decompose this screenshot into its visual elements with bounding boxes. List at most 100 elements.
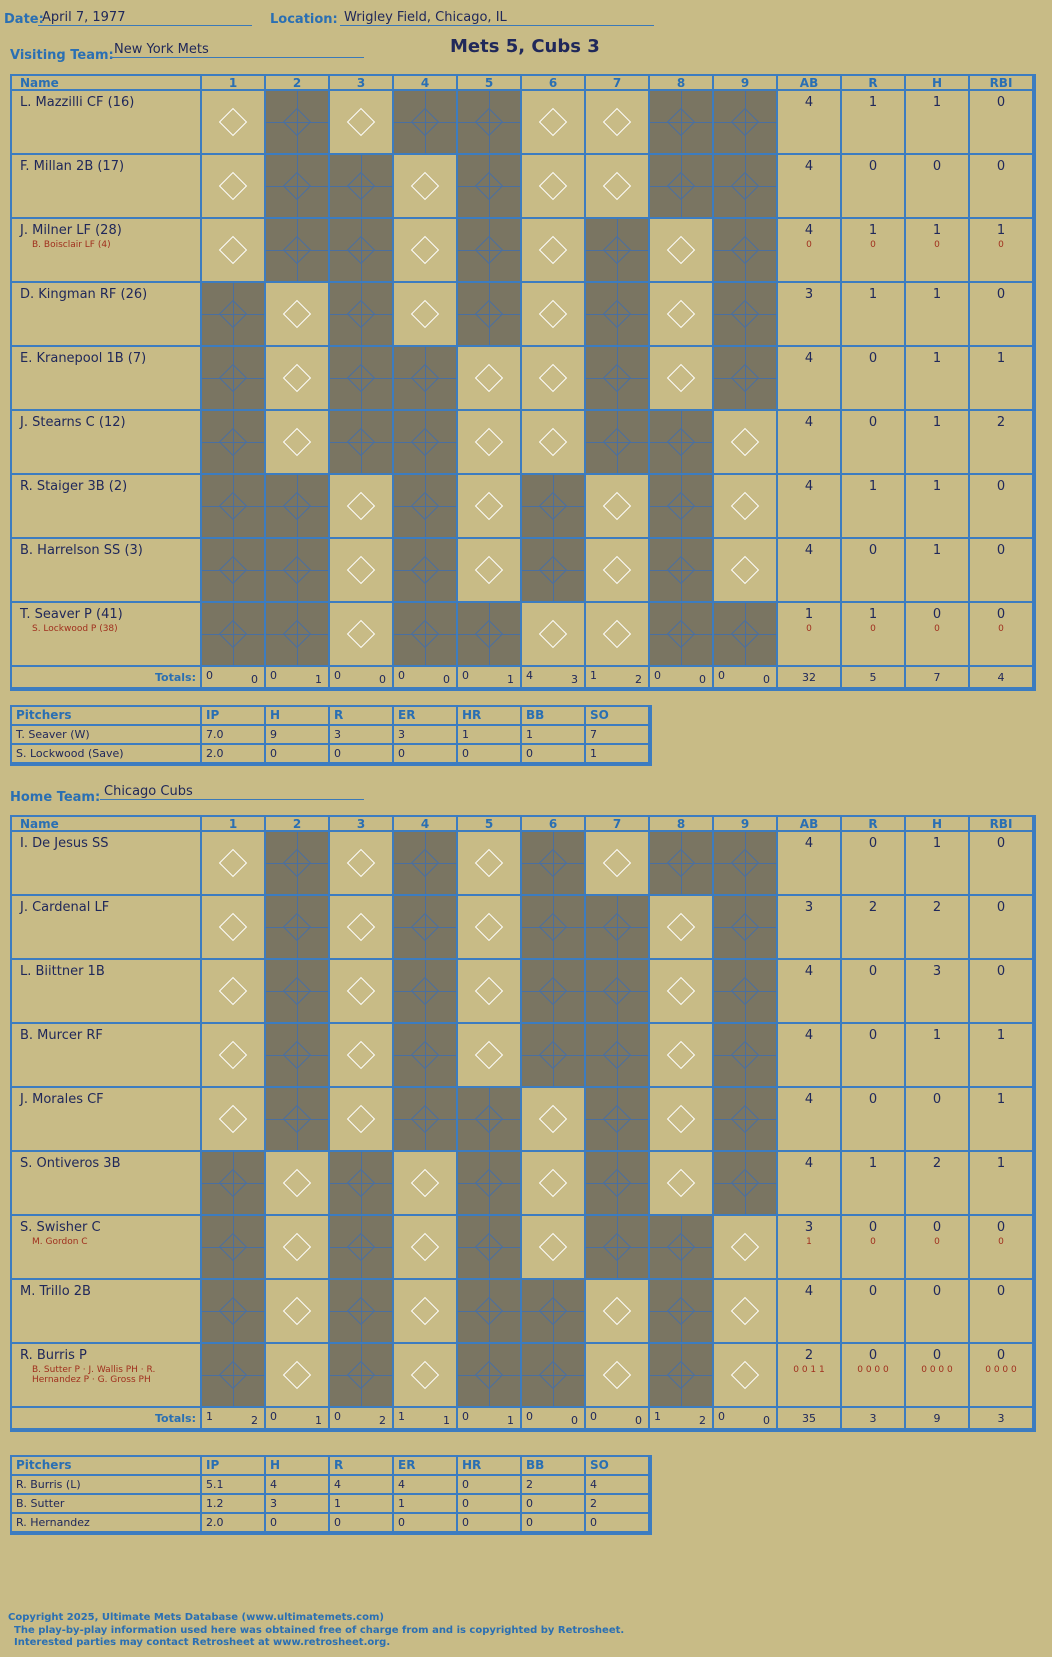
base-diamond — [282, 912, 312, 942]
home-value: Chicago Cubs — [100, 784, 364, 800]
inning-cell — [522, 475, 586, 539]
pitching-column-header: R — [330, 707, 394, 726]
base-diamond — [666, 1232, 696, 1262]
inning-cell — [650, 603, 714, 667]
base-diamond — [730, 1168, 760, 1198]
inning-cell — [586, 411, 650, 475]
inning-cell — [394, 603, 458, 667]
inning-cell — [458, 1216, 522, 1280]
base-diamond — [346, 491, 376, 521]
inning-cell — [458, 603, 522, 667]
pitching-stat: 1.2 — [202, 1495, 266, 1514]
inning-cell — [714, 603, 778, 667]
base-diamond — [474, 171, 504, 201]
inning-cell — [650, 347, 714, 411]
pitching-stat: 0 — [586, 1514, 650, 1533]
inning-hits: 2 — [699, 1414, 706, 1427]
pitching-column-header: SO — [586, 707, 650, 726]
stat-cell: 1 — [842, 1152, 906, 1216]
inning-cell — [394, 960, 458, 1024]
base-diamond — [666, 107, 696, 137]
stat-value: 2 — [804, 1348, 814, 1363]
stat-value: 3 — [804, 900, 814, 915]
base-diamond — [218, 1104, 248, 1134]
inning-cell — [266, 1280, 330, 1344]
inning-cell — [586, 896, 650, 960]
home-label: Home Team: — [10, 790, 101, 805]
inning-cell — [394, 91, 458, 155]
inning-cell — [714, 1216, 778, 1280]
base-diamond — [538, 912, 568, 942]
player-name-cell: S. Ontiveros 3B — [12, 1152, 202, 1216]
base-diamond — [474, 1296, 504, 1326]
inning-cell — [394, 219, 458, 283]
pitching-stat: 0 — [394, 1514, 458, 1533]
base-diamond — [346, 912, 376, 942]
base-diamond — [602, 427, 632, 457]
column-header-name: Name — [12, 817, 202, 832]
inning-cell — [714, 539, 778, 603]
base-diamond — [346, 619, 376, 649]
inning-cell — [650, 475, 714, 539]
inning-cell — [586, 283, 650, 347]
inning-cell — [522, 1344, 586, 1408]
inning-cell — [266, 155, 330, 219]
inning-runs: 1 — [398, 1410, 405, 1423]
player-name: L. Biittner 1B — [20, 964, 105, 979]
inning-cell — [330, 347, 394, 411]
inning-cell — [458, 219, 522, 283]
inning-cell — [522, 1280, 586, 1344]
stat-cell: 1 — [842, 91, 906, 155]
stat-cell: 4 — [778, 1088, 842, 1152]
totals-label: Totals: — [12, 667, 202, 689]
player-name: D. Kingman RF (26) — [20, 287, 148, 302]
inning-cell — [330, 283, 394, 347]
inning-cell — [522, 1152, 586, 1216]
stat-cell: 0 — [970, 155, 1034, 219]
stat-value: 1 — [996, 1028, 1006, 1043]
inning-cell — [714, 960, 778, 1024]
stat-value: 2 — [868, 900, 878, 915]
inning-cell — [586, 832, 650, 896]
stat-cell: 1 — [970, 347, 1034, 411]
date-value: April 7, 1977 — [38, 10, 252, 26]
player-name-cell: J. Stearns C (12) — [12, 411, 202, 475]
base-diamond — [282, 848, 312, 878]
pitching-stat: 0 — [458, 1514, 522, 1533]
column-header-inning: 3 — [330, 817, 394, 832]
base-diamond — [346, 363, 376, 393]
base-diamond — [410, 1360, 440, 1390]
stat-value: 0 — [996, 964, 1006, 979]
inning-hits: 0 — [763, 673, 770, 686]
base-diamond — [218, 235, 248, 265]
substitute-name: S. Lockwood P (38) — [32, 624, 118, 634]
inning-cell — [714, 283, 778, 347]
stat-total: 3 — [842, 1408, 906, 1430]
stat-value: 1 — [996, 351, 1006, 366]
base-diamond — [666, 491, 696, 521]
inning-cell — [586, 155, 650, 219]
inning-cell — [586, 219, 650, 283]
inning-hits: 1 — [507, 1414, 514, 1427]
base-diamond — [666, 619, 696, 649]
base-diamond — [346, 555, 376, 585]
base-diamond — [410, 1040, 440, 1070]
stat-value: 0 — [932, 1220, 942, 1235]
stat-cell: 1 — [970, 1152, 1034, 1216]
inning-cell — [586, 1280, 650, 1344]
stat-total: 3 — [970, 1408, 1034, 1430]
player-name-cell: L. Mazzilli CF (16) — [12, 91, 202, 155]
stat-cell: 4 — [778, 91, 842, 155]
column-header-inning: 2 — [266, 817, 330, 832]
pitching-stat: 4 — [394, 1476, 458, 1495]
base-diamond — [730, 976, 760, 1006]
base-diamond — [282, 555, 312, 585]
pitching-column-header: R — [330, 1457, 394, 1476]
inning-cell — [650, 1088, 714, 1152]
base-diamond — [730, 1040, 760, 1070]
